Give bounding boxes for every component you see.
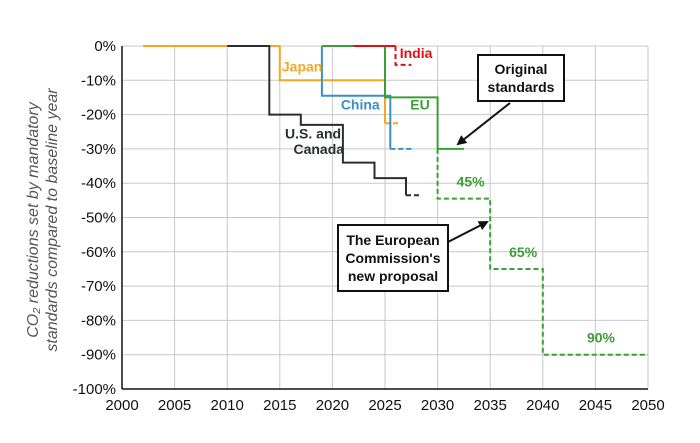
series-label-india: India	[400, 45, 433, 61]
series-layer	[143, 45, 648, 356]
x-tick-label: 2050	[631, 397, 664, 414]
y-tick-label: -70%	[81, 278, 116, 295]
y-tick-label: -60%	[81, 244, 116, 261]
x-tick-label: 2015	[263, 397, 296, 414]
series-label-japan: Japan	[282, 59, 322, 75]
original-standards-line2: standards	[488, 79, 555, 95]
y-tick-label: -90%	[81, 347, 116, 364]
x-tick-label: 2025	[368, 397, 401, 414]
series-line-u-s-and-canada	[227, 45, 407, 196]
x-tick-label: 2040	[526, 397, 559, 414]
x-tick-label: 2035	[474, 397, 507, 414]
y-tick-label: -10%	[81, 72, 116, 89]
axes: 2000 2005 2010 2015 2020 2025 2030 2035 2040 2045…	[73, 38, 665, 414]
y-tick-label: -80%	[81, 312, 116, 329]
new-proposal-callout: The European Commission's new proposal	[337, 221, 489, 292]
annotations: Original standards The European Commissi…	[337, 54, 565, 292]
x-tick-label: 2020	[316, 397, 349, 414]
new-proposal-line2: Commission's	[345, 250, 440, 266]
original-standards-arrow	[456, 102, 511, 146]
new-proposal-line3: new proposal	[348, 268, 438, 284]
series-label-90: 90%	[587, 330, 616, 346]
x-tick-label: 2030	[421, 397, 454, 414]
original-standards-line1: Original	[495, 61, 548, 77]
original-standards-callout: Original standards	[456, 54, 565, 146]
series-label-u-s-and: U.S. and	[285, 126, 341, 142]
y-tick-label: -30%	[81, 141, 116, 158]
new-proposal-box	[337, 224, 449, 292]
series-label-65: 65%	[509, 244, 538, 260]
y-tick-label: -40%	[81, 175, 116, 192]
new-proposal-line1: The European	[346, 232, 439, 248]
y-tick-label: -20%	[81, 107, 116, 124]
series-label-canada: Canada	[293, 141, 344, 157]
original-standards-box	[477, 54, 565, 102]
series-dashed-line-eu	[436, 148, 648, 356]
new-proposal-arrow	[447, 221, 489, 243]
x-tick-label: 2005	[158, 397, 191, 414]
x-tick-label: 2000	[105, 397, 138, 414]
series-label-china: China	[341, 96, 380, 112]
y-tick-label: -100%	[73, 381, 116, 398]
x-tick-label: 2045	[579, 397, 612, 414]
y-tick-label: 0%	[94, 38, 116, 55]
y-tick-label: -50%	[81, 210, 116, 227]
series-line-china	[320, 46, 392, 149]
series-label-45: 45%	[457, 174, 486, 190]
series-dashed-line-india	[394, 46, 412, 66]
series-label-eu: EU	[410, 96, 429, 112]
y-axis-title: CO₂ reductions set by mandatory standard…	[25, 88, 61, 352]
x-tick-label: 2010	[211, 397, 244, 414]
y-axis-title-line1: CO₂ reductions set by mandatory	[25, 101, 42, 338]
y-axis-title-line2: standards compared to baseline year	[44, 88, 61, 352]
